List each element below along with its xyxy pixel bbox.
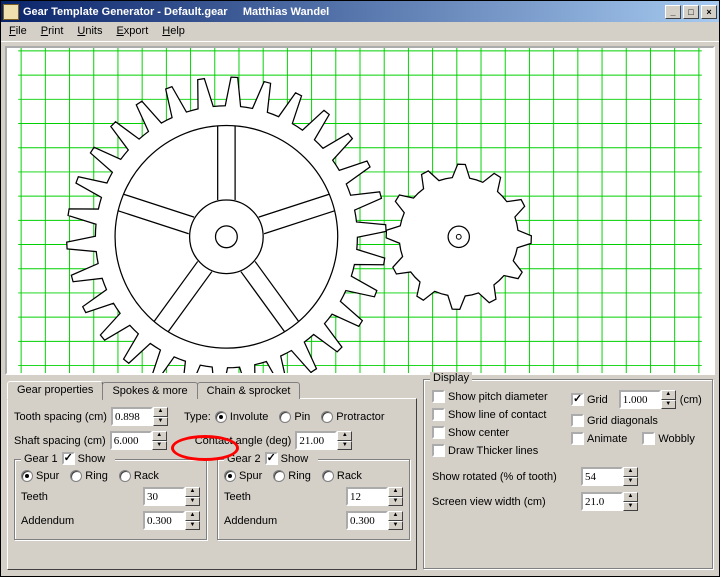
tab-body: Tooth spacing (cm) ▲▼ Type: Involute Pin… [7, 398, 417, 570]
gear1-teeth-label: Teeth [21, 491, 91, 503]
gear2-teeth-spinner[interactable]: ▲▼ [346, 487, 403, 506]
up-arrow-icon[interactable]: ▲ [661, 390, 676, 400]
shaft-spacing-input[interactable] [110, 431, 152, 450]
menu-print[interactable]: Print [41, 25, 64, 37]
contact-angle-label: Contact angle (deg) [195, 435, 292, 447]
gear1-spur-radio[interactable]: Spur [21, 470, 59, 482]
thicker-check[interactable]: Draw Thicker lines [432, 444, 558, 457]
up-arrow-icon[interactable]: ▲ [623, 492, 638, 502]
show-contact-check[interactable]: Show line of contact [432, 408, 558, 421]
tooth-spacing-label: Tooth spacing (cm) [14, 411, 107, 423]
animate-check[interactable]: Animate [571, 432, 627, 445]
up-arrow-icon[interactable]: ▲ [153, 407, 168, 417]
up-arrow-icon[interactable]: ▲ [185, 511, 200, 521]
grid-diag-check[interactable]: Grid diagonals [571, 414, 697, 427]
gear2-group: Gear 2 Show Spur Ring Rack Teeth [217, 459, 410, 540]
gear2-spur-radio[interactable]: Spur [224, 470, 262, 482]
app-window: Gear Template Generator - Default.gear M… [0, 0, 720, 577]
titlebar: Gear Template Generator - Default.gear M… [1, 1, 719, 22]
gear1-ring-radio[interactable]: Ring [70, 470, 108, 482]
gear2-addendum-label: Addendum [224, 515, 294, 527]
tab-gear-properties[interactable]: Gear properties [7, 381, 103, 400]
down-arrow-icon[interactable]: ▼ [153, 417, 168, 427]
gear-canvas [5, 46, 715, 375]
shaft-spacing-spinner[interactable]: ▲▼ [110, 431, 167, 450]
tab-spokes-more[interactable]: Spokes & more [102, 382, 197, 399]
tabset: Gear properties Spokes & more Chain & sp… [7, 379, 417, 570]
gear1-legend: Gear 1 [24, 453, 58, 465]
shaft-spacing-label: Shaft spacing (cm) [14, 435, 106, 447]
up-arrow-icon[interactable]: ▲ [388, 511, 403, 521]
tab-chain-sprocket[interactable]: Chain & sprocket [197, 382, 301, 399]
menu-help[interactable]: Help [162, 25, 185, 37]
grid-spinner[interactable]: ▲▼ [619, 390, 676, 409]
grid-unit: (cm) [680, 394, 702, 406]
down-arrow-icon[interactable]: ▼ [337, 441, 352, 451]
bottom-panel: Gear properties Spokes & more Chain & sp… [1, 379, 719, 576]
gear2-addendum-spinner[interactable]: ▲▼ [346, 511, 403, 530]
wobbly-check[interactable]: Wobbly [642, 432, 694, 445]
gear2-rack-radio[interactable]: Rack [322, 470, 362, 482]
gear1-show-check[interactable]: Show [62, 452, 106, 465]
gear2-teeth-label: Teeth [224, 491, 294, 503]
rotated-spinner[interactable]: ▲▼ [581, 467, 638, 486]
gear1-teeth-input[interactable] [143, 487, 185, 506]
grid-check[interactable]: Grid [571, 393, 608, 406]
up-arrow-icon[interactable]: ▲ [152, 431, 167, 441]
display-legend: Display [430, 372, 472, 384]
window-title: Gear Template Generator - Default.gear M… [23, 6, 665, 18]
up-arrow-icon[interactable]: ▲ [337, 431, 352, 441]
menu-export[interactable]: Export [116, 25, 148, 37]
gear1-teeth-spinner[interactable]: ▲▼ [143, 487, 200, 506]
grid-input[interactable] [619, 390, 661, 409]
gear1-addendum-label: Addendum [21, 515, 91, 527]
type-pin-radio[interactable]: Pin [279, 411, 310, 423]
tooth-spacing-spinner[interactable]: ▲▼ [111, 407, 168, 426]
menubar: File Print Units Export Help [1, 22, 719, 41]
down-arrow-icon[interactable]: ▼ [152, 441, 167, 451]
view-width-input[interactable] [581, 492, 623, 511]
tab-strip: Gear properties Spokes & more Chain & sp… [7, 379, 417, 399]
menu-units[interactable]: Units [77, 25, 102, 37]
maximize-button[interactable]: □ [683, 5, 699, 19]
contact-angle-input[interactable] [295, 431, 337, 450]
rotated-input[interactable] [581, 467, 623, 486]
down-arrow-icon[interactable]: ▼ [388, 521, 403, 531]
down-arrow-icon[interactable]: ▼ [185, 497, 200, 507]
show-pitch-check[interactable]: Show pitch diameter [432, 390, 558, 403]
show-center-check[interactable]: Show center [432, 426, 558, 439]
type-involute-radio[interactable]: Involute [215, 411, 269, 423]
view-width-spinner[interactable]: ▲▼ [581, 492, 638, 511]
up-arrow-icon[interactable]: ▲ [388, 487, 403, 497]
gear-svg [7, 48, 713, 373]
gear2-ring-radio[interactable]: Ring [273, 470, 311, 482]
down-arrow-icon[interactable]: ▼ [388, 497, 403, 507]
gear1-group: Gear 1 Show Spur Ring Rack Teeth [14, 459, 207, 540]
display-panel: Display Show pitch diameter Show line of… [423, 379, 713, 570]
type-label: Type: [184, 411, 211, 423]
app-icon [3, 4, 19, 20]
contact-angle-spinner[interactable]: ▲▼ [295, 431, 352, 450]
gear1-rack-radio[interactable]: Rack [119, 470, 159, 482]
down-arrow-icon[interactable]: ▼ [661, 400, 676, 410]
gear2-legend: Gear 2 [227, 453, 261, 465]
up-arrow-icon[interactable]: ▲ [623, 467, 638, 477]
gear1-addendum-spinner[interactable]: ▲▼ [143, 511, 200, 530]
up-arrow-icon[interactable]: ▲ [185, 487, 200, 497]
gear2-show-check[interactable]: Show [265, 452, 309, 465]
rotated-label: Show rotated (% of tooth) [432, 471, 577, 483]
down-arrow-icon[interactable]: ▼ [623, 477, 638, 487]
minimize-button[interactable]: _ [665, 5, 681, 19]
tooth-spacing-input[interactable] [111, 407, 153, 426]
gear2-addendum-input[interactable] [346, 511, 388, 530]
gear2-teeth-input[interactable] [346, 487, 388, 506]
menu-file[interactable]: File [9, 25, 27, 37]
type-protractor-radio[interactable]: Protractor [321, 411, 384, 423]
down-arrow-icon[interactable]: ▼ [623, 502, 638, 512]
down-arrow-icon[interactable]: ▼ [185, 521, 200, 531]
gear1-addendum-input[interactable] [143, 511, 185, 530]
close-button[interactable]: × [701, 5, 717, 19]
view-width-label: Screen view width (cm) [432, 496, 577, 508]
display-group: Display Show pitch diameter Show line of… [423, 379, 713, 569]
